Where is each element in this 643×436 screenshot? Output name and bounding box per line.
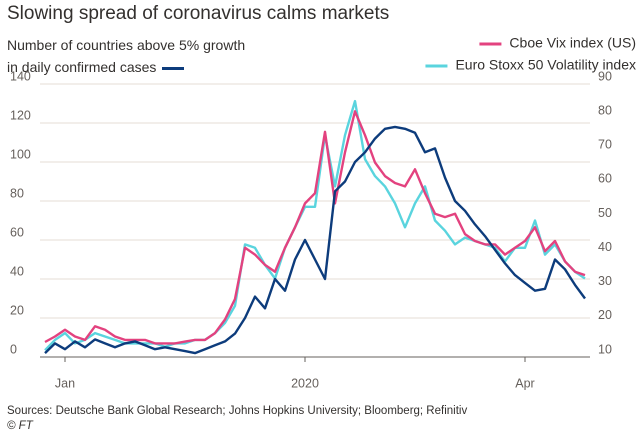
y2-tick-label: 50 [598, 206, 612, 220]
y2-tick-label: 10 [598, 342, 612, 356]
x-tick-label: Jan [55, 376, 75, 390]
y2-tick-label: 70 [598, 138, 612, 152]
credit: © FT [7, 420, 34, 432]
y-tick-label: 0 [10, 342, 17, 356]
y-tick-label: 60 [10, 225, 24, 239]
series-line [44, 99, 586, 352]
y2-tick-label: 30 [598, 274, 612, 288]
y2-tick-label: 80 [598, 103, 612, 117]
legend-swatch [162, 66, 185, 70]
y2-tick-label: 40 [598, 240, 612, 254]
x-tick-label: 2020 [291, 376, 319, 390]
x-tick-label: Apr [515, 376, 534, 390]
legend-label: Cboe Vix index (US) [509, 35, 636, 51]
y-tick-label: 20 [10, 303, 24, 317]
y2-tick-label: 20 [598, 308, 612, 322]
y-tick-label: 140 [10, 69, 31, 83]
y2-tick-label: 90 [598, 69, 612, 83]
y-tick-label: 100 [10, 147, 31, 161]
y-tick-label: 120 [10, 108, 31, 122]
y-tick-label: 80 [10, 186, 24, 200]
left-legend: Number of countries above 5% growth in d… [7, 34, 259, 78]
series-line [44, 125, 586, 355]
legend-label: Euro Stoxx 50 Volatility index [455, 57, 636, 73]
source: Sources: Deutsche Bank Global Research; … [7, 405, 467, 417]
y2-tick-label: 60 [598, 172, 612, 186]
chart-title: Slowing spread of coronavirus calms mark… [7, 3, 389, 24]
y-tick-label: 40 [10, 264, 24, 278]
series-line [44, 110, 586, 345]
legend-label: Number of countries above 5% growth in d… [7, 37, 246, 75]
